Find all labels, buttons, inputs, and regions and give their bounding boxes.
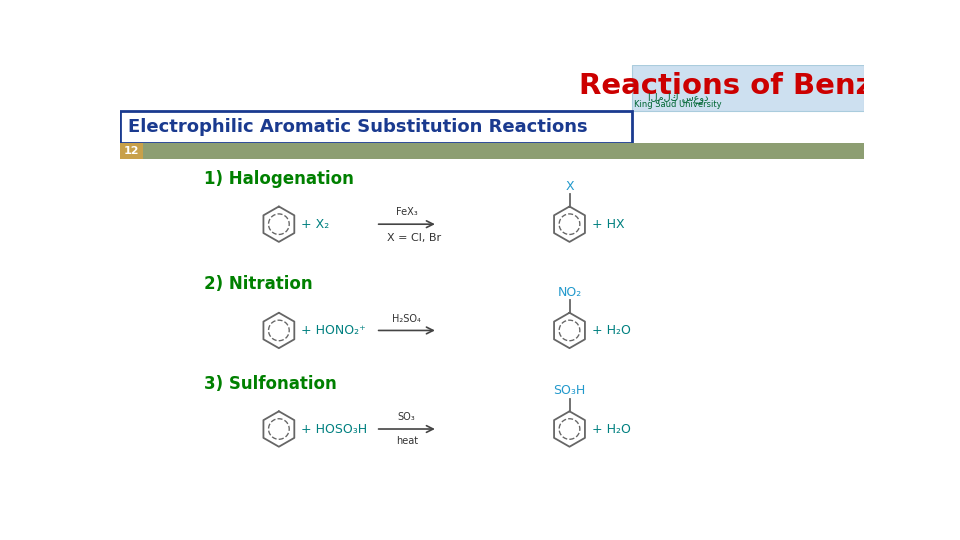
- Text: + X₂: + X₂: [301, 218, 329, 231]
- Text: 12: 12: [124, 146, 139, 156]
- Bar: [120, 111, 632, 143]
- Text: + H₂O: + H₂O: [592, 324, 631, 337]
- Text: Electrophilic Aromatic Substitution Reactions: Electrophilic Aromatic Substitution Reac…: [128, 118, 588, 136]
- Text: + H₂O: + H₂O: [592, 422, 631, 435]
- Text: Reactions of Benzene: Reactions of Benzene: [579, 72, 932, 100]
- Bar: [120, 143, 864, 159]
- Text: X: X: [565, 180, 574, 193]
- Text: 3) Sulfonation: 3) Sulfonation: [204, 375, 336, 393]
- Text: الملك سعود: الملك سعود: [648, 92, 708, 103]
- Text: X = Cl, Br: X = Cl, Br: [388, 233, 442, 244]
- Text: + HX: + HX: [592, 218, 625, 231]
- Text: King Saud University: King Saud University: [635, 100, 722, 109]
- Bar: [120, 143, 143, 159]
- Text: FeX₃: FeX₃: [396, 207, 418, 217]
- Text: heat: heat: [396, 436, 418, 446]
- Bar: [632, 65, 864, 111]
- Text: + HOSO₃H: + HOSO₃H: [301, 422, 368, 435]
- Text: 2) Nitration: 2) Nitration: [204, 275, 312, 293]
- Text: SO₃H: SO₃H: [553, 384, 586, 397]
- Text: 1) Halogenation: 1) Halogenation: [204, 170, 353, 188]
- Text: H₂SO₄: H₂SO₄: [393, 314, 421, 323]
- Text: SO₃: SO₃: [397, 412, 416, 422]
- Text: NO₂: NO₂: [558, 286, 582, 299]
- Text: + HONO₂⁺: + HONO₂⁺: [301, 324, 366, 337]
